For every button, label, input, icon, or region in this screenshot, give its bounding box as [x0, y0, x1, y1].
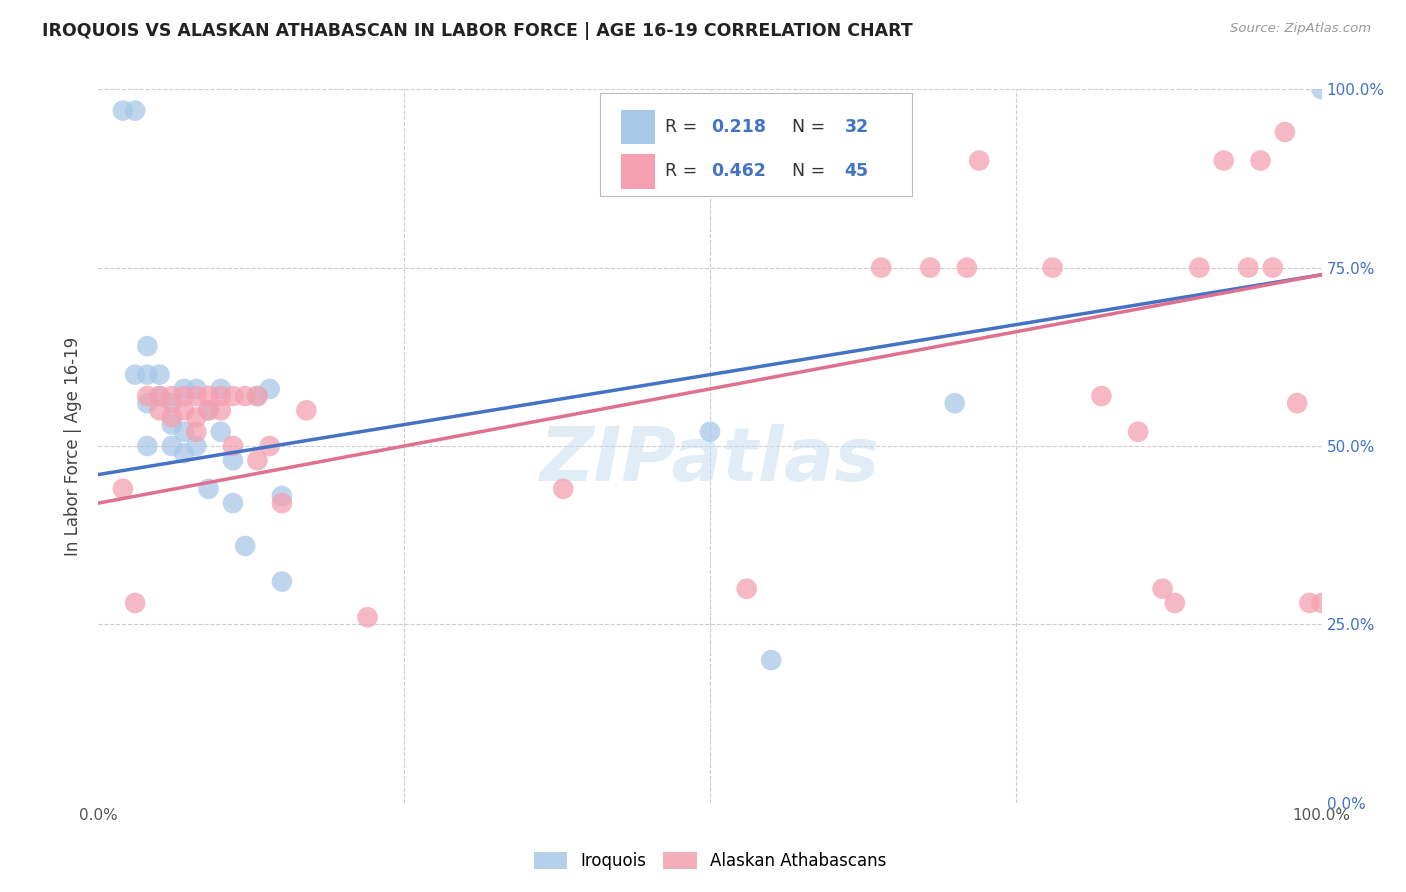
- Point: [149, 389, 172, 403]
- Point: [173, 382, 195, 396]
- Point: [197, 403, 219, 417]
- Point: [186, 425, 208, 439]
- Point: [197, 482, 219, 496]
- Point: [943, 396, 966, 410]
- Point: [1128, 425, 1150, 439]
- Point: [149, 389, 172, 403]
- Point: [160, 439, 183, 453]
- Point: [735, 582, 758, 596]
- Text: 45: 45: [845, 162, 869, 180]
- Point: [920, 260, 942, 275]
- FancyBboxPatch shape: [600, 93, 912, 196]
- Point: [209, 389, 232, 403]
- Point: [699, 425, 721, 439]
- Point: [956, 260, 979, 275]
- Point: [1237, 260, 1260, 275]
- Point: [209, 382, 232, 396]
- Text: ZIPatlas: ZIPatlas: [540, 424, 880, 497]
- Point: [1261, 260, 1284, 275]
- Point: [1090, 389, 1112, 403]
- Point: [1042, 260, 1064, 275]
- Point: [1274, 125, 1296, 139]
- Point: [222, 496, 245, 510]
- Text: 0.218: 0.218: [711, 118, 766, 136]
- Point: [136, 339, 159, 353]
- Point: [136, 396, 159, 410]
- Point: [761, 653, 783, 667]
- Point: [1286, 396, 1309, 410]
- Text: Source: ZipAtlas.com: Source: ZipAtlas.com: [1230, 22, 1371, 36]
- Point: [160, 410, 183, 425]
- Point: [246, 453, 269, 467]
- Text: IROQUOIS VS ALASKAN ATHABASCAN IN LABOR FORCE | AGE 16-19 CORRELATION CHART: IROQUOIS VS ALASKAN ATHABASCAN IN LABOR …: [42, 22, 912, 40]
- Point: [356, 610, 378, 624]
- Point: [160, 389, 183, 403]
- Text: R =: R =: [665, 162, 703, 180]
- Point: [209, 425, 232, 439]
- Point: [270, 489, 294, 503]
- Text: N =: N =: [780, 162, 831, 180]
- Point: [173, 425, 195, 439]
- Bar: [620, 110, 655, 145]
- Point: [222, 453, 245, 467]
- Point: [124, 103, 146, 118]
- Text: 0.462: 0.462: [711, 162, 766, 180]
- Bar: [620, 154, 655, 188]
- Point: [186, 410, 208, 425]
- Point: [160, 417, 183, 432]
- Point: [186, 389, 208, 403]
- Point: [233, 539, 256, 553]
- Point: [1152, 582, 1174, 596]
- Point: [1298, 596, 1320, 610]
- Point: [173, 446, 195, 460]
- Point: [259, 382, 281, 396]
- Point: [136, 389, 159, 403]
- Point: [967, 153, 990, 168]
- Point: [870, 260, 893, 275]
- Point: [186, 382, 208, 396]
- Point: [111, 103, 134, 118]
- Point: [136, 368, 159, 382]
- Point: [209, 403, 232, 417]
- Point: [553, 482, 575, 496]
- Point: [246, 389, 269, 403]
- Point: [259, 439, 281, 453]
- Text: 32: 32: [845, 118, 869, 136]
- Point: [160, 396, 183, 410]
- Point: [197, 389, 219, 403]
- Point: [186, 439, 208, 453]
- Point: [197, 403, 219, 417]
- Point: [1249, 153, 1271, 168]
- Y-axis label: In Labor Force | Age 16-19: In Labor Force | Age 16-19: [65, 336, 83, 556]
- Text: R =: R =: [665, 118, 703, 136]
- Point: [1310, 596, 1333, 610]
- Point: [246, 389, 269, 403]
- Point: [136, 439, 159, 453]
- Point: [124, 368, 146, 382]
- Point: [1310, 82, 1333, 96]
- Legend: Iroquois, Alaskan Athabascans: Iroquois, Alaskan Athabascans: [527, 845, 893, 877]
- Point: [173, 403, 195, 417]
- Point: [270, 496, 294, 510]
- Point: [173, 389, 195, 403]
- Point: [1164, 596, 1187, 610]
- Text: N =: N =: [780, 118, 831, 136]
- Point: [1212, 153, 1234, 168]
- Point: [111, 482, 134, 496]
- Point: [149, 403, 172, 417]
- Point: [124, 596, 146, 610]
- Point: [233, 389, 256, 403]
- Point: [1188, 260, 1211, 275]
- Point: [270, 574, 294, 589]
- Point: [295, 403, 318, 417]
- Point: [222, 389, 245, 403]
- Point: [149, 368, 172, 382]
- Point: [222, 439, 245, 453]
